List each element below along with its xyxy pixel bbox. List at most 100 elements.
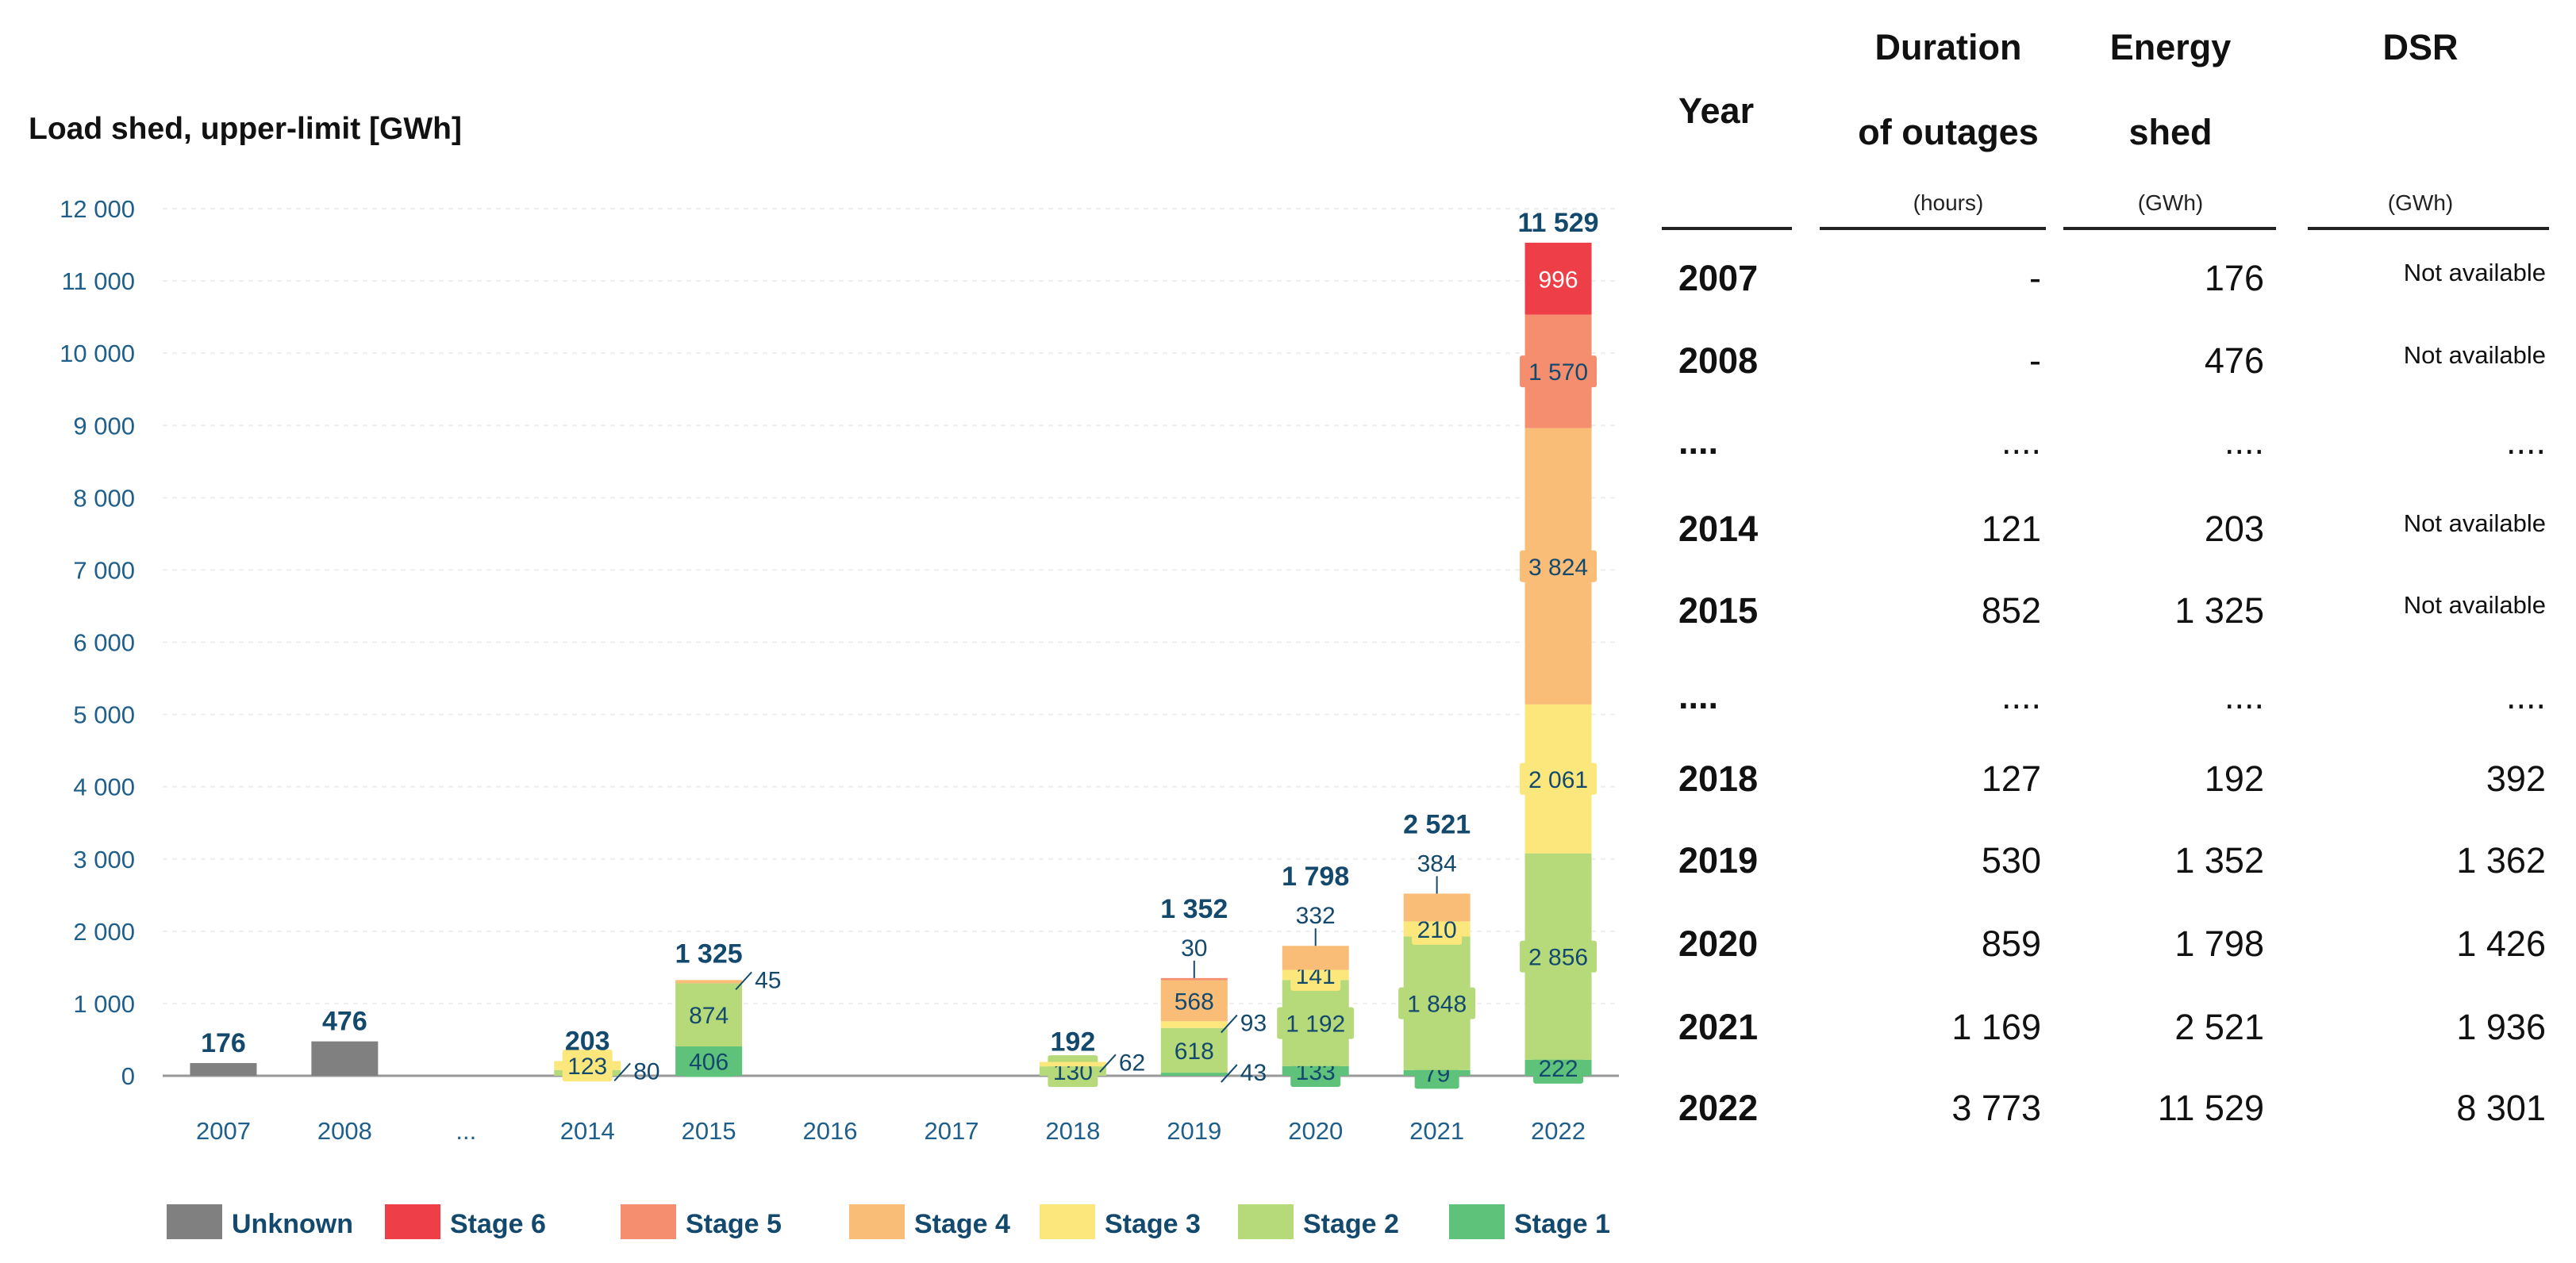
table-row: 2015 852 1 325 Not available bbox=[1678, 590, 2546, 631]
label-leader bbox=[1221, 1014, 1238, 1034]
legend-label: Stage 2 bbox=[1303, 1209, 1399, 1239]
x-tick-label: 2019 bbox=[1167, 1117, 1221, 1145]
x-tick-label: 2007 bbox=[196, 1117, 251, 1145]
row-energy: 2 521 bbox=[2174, 1007, 2264, 1047]
legend-swatch bbox=[849, 1204, 905, 1239]
x-tick-label: 2017 bbox=[924, 1117, 978, 1145]
segment-label-bg bbox=[1520, 550, 1598, 582]
row-year: 2019 bbox=[1678, 840, 1758, 881]
y-tick-label: 9 000 bbox=[73, 412, 135, 440]
bar-segment-stage-3 bbox=[1160, 1021, 1228, 1028]
x-tick-label: 2021 bbox=[1409, 1117, 1464, 1145]
row-duration: .... bbox=[2001, 676, 2041, 716]
row-dsr: Not available bbox=[2404, 509, 2546, 537]
row-dsr: Not available bbox=[2404, 341, 2546, 369]
segment-label-bg bbox=[1533, 263, 1584, 295]
bar-segment-stage-1 bbox=[1160, 1073, 1228, 1076]
segment-label: 1 848 bbox=[1407, 992, 1467, 1018]
row-energy: .... bbox=[2224, 676, 2264, 716]
segment-label: 30 bbox=[1181, 935, 1207, 962]
row-duration: 3 773 bbox=[1951, 1088, 2041, 1128]
row-energy: .... bbox=[2224, 421, 2264, 462]
row-year: 2022 bbox=[1678, 1088, 1758, 1128]
legend-item-unknown: Unknown bbox=[167, 1204, 353, 1239]
x-tick-label: 2022 bbox=[1531, 1117, 1586, 1145]
row-duration: 852 bbox=[1982, 590, 2041, 631]
row-energy: 203 bbox=[2205, 509, 2264, 549]
table-header-dsr-unit: (GWh) bbox=[2388, 190, 2453, 215]
legend-label: Stage 1 bbox=[1514, 1209, 1610, 1239]
y-tick-label: 6 000 bbox=[73, 629, 135, 657]
row-duration: - bbox=[2029, 340, 2041, 381]
label-leader bbox=[1099, 1054, 1117, 1073]
bar-total-label: 1 798 bbox=[1282, 862, 1349, 892]
legend-item-stage-5: Stage 5 bbox=[621, 1204, 782, 1239]
segment-label: 406 bbox=[689, 1050, 729, 1076]
row-year: 2008 bbox=[1678, 340, 1758, 381]
segment-label: 332 bbox=[1296, 903, 1336, 929]
segment-label: 384 bbox=[1417, 850, 1457, 877]
x-axis-ticks: 2007 2008... 2014 2015 2016 2017 2018 2019 2020 2… bbox=[196, 1117, 1586, 1145]
bar-segment-stage-5 bbox=[1160, 977, 1228, 981]
x-tick-label: 2008 bbox=[317, 1117, 372, 1145]
row-dsr: 392 bbox=[2486, 758, 2546, 799]
row-duration: .... bbox=[2001, 421, 2041, 462]
row-energy: 476 bbox=[2205, 340, 2264, 381]
bar-total-label: 1 325 bbox=[675, 939, 743, 969]
segment-label: 2 061 bbox=[1528, 767, 1588, 793]
legend-label: Stage 4 bbox=[914, 1209, 1010, 1239]
row-year: 2014 bbox=[1678, 509, 1758, 549]
row-year: .... bbox=[1678, 676, 1718, 716]
bar-segment-unknown bbox=[311, 1041, 379, 1076]
table-row: 2007 - 176 Not available bbox=[1678, 258, 2546, 298]
bar-segment-stage-3 bbox=[1039, 1061, 1106, 1067]
y-tick-label: 1 000 bbox=[73, 990, 135, 1018]
x-tick-label: 2016 bbox=[803, 1117, 858, 1145]
segment-label: 62 bbox=[1119, 1050, 1145, 1076]
row-dsr: 1 936 bbox=[2456, 1007, 2546, 1047]
table-header-dsr: DSR bbox=[2382, 27, 2458, 67]
segment-label: 93 bbox=[1240, 1011, 1267, 1037]
table-header-duration: Duration bbox=[1875, 27, 2022, 67]
legend-item-stage-3: Stage 3 bbox=[1040, 1204, 1201, 1239]
bar-segment-stage-4 bbox=[1403, 893, 1471, 922]
row-duration: - bbox=[2029, 258, 2041, 298]
y-tick-label: 3 000 bbox=[73, 846, 135, 873]
table-row: ................ bbox=[1678, 421, 2546, 462]
y-tick-label: 11 000 bbox=[61, 267, 135, 295]
bar-total-label: 203 bbox=[565, 1027, 610, 1057]
bar-total-label: 476 bbox=[322, 1007, 367, 1037]
row-energy: 1 798 bbox=[2174, 923, 2264, 964]
segment-label: 996 bbox=[1539, 267, 1578, 293]
row-year: 2007 bbox=[1678, 258, 1758, 298]
table-header-energy-2: shed bbox=[2128, 112, 2212, 152]
row-duration: 530 bbox=[1982, 840, 2041, 881]
x-tick-label: ... bbox=[456, 1117, 476, 1145]
segment-label: 222 bbox=[1539, 1056, 1578, 1082]
table-header-year: Year bbox=[1678, 90, 1754, 131]
segment-label: 123 bbox=[567, 1054, 607, 1080]
legend-swatch bbox=[1040, 1204, 1095, 1239]
segment-label: 1 570 bbox=[1528, 359, 1588, 386]
x-tick-label: 2014 bbox=[560, 1117, 615, 1145]
table-row: 2019 530 1 352 1 362 bbox=[1678, 840, 2546, 881]
y-axis-ticks: 0 1 000 2 000 3 000 4 000 5 000 6 000 7 000 8 00… bbox=[60, 195, 135, 1090]
row-energy: 1 325 bbox=[2174, 590, 2264, 631]
table-header-energy: Energy bbox=[2110, 27, 2232, 67]
row-year: .... bbox=[1678, 421, 1718, 462]
table-row: 2020 859 1 798 1 426 bbox=[1678, 923, 2546, 964]
legend-label: Stage 5 bbox=[686, 1209, 782, 1239]
row-dsr: Not available bbox=[2404, 591, 2546, 619]
table-row: 2018 127 192 392 bbox=[1678, 758, 2546, 799]
segment-label: 45 bbox=[755, 967, 781, 993]
gridlines bbox=[163, 208, 1619, 1077]
row-dsr: .... bbox=[2506, 421, 2546, 462]
row-duration: 127 bbox=[1982, 758, 2041, 799]
legend-swatch bbox=[385, 1204, 440, 1239]
row-duration: 1 169 bbox=[1951, 1007, 2041, 1047]
legend-label: Stage 6 bbox=[450, 1209, 546, 1239]
segment-label-bg bbox=[683, 1045, 734, 1077]
legend: Unknown Stage 6 Stage 5 Stage 4 Stage 3 Stage… bbox=[167, 1204, 1610, 1239]
legend-label: Unknown bbox=[232, 1209, 353, 1239]
